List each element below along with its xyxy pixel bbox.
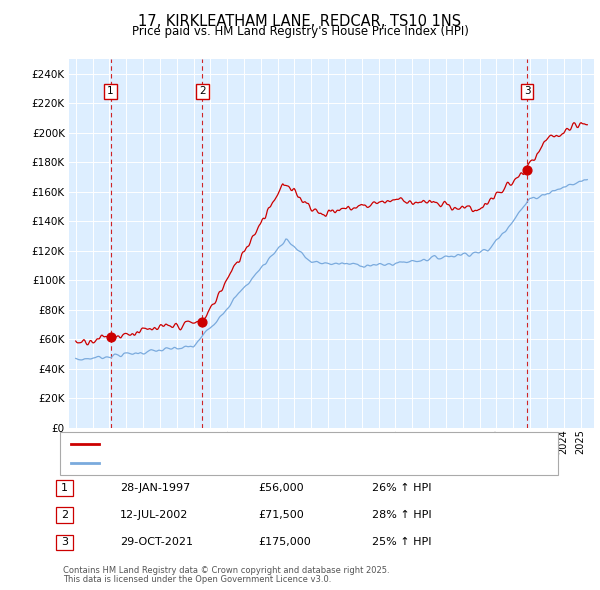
Text: 25% ↑ HPI: 25% ↑ HPI [372, 537, 431, 547]
Text: 3: 3 [524, 87, 530, 96]
Text: Price paid vs. HM Land Registry's House Price Index (HPI): Price paid vs. HM Land Registry's House … [131, 25, 469, 38]
Text: 26% ↑ HPI: 26% ↑ HPI [372, 483, 431, 493]
Point [197, 317, 207, 326]
Text: This data is licensed under the Open Government Licence v3.0.: This data is licensed under the Open Gov… [63, 575, 331, 584]
Text: 28-JAN-1997: 28-JAN-1997 [120, 483, 190, 493]
Text: £71,500: £71,500 [258, 510, 304, 520]
Text: 12-JUL-2002: 12-JUL-2002 [120, 510, 188, 520]
Text: 3: 3 [61, 537, 68, 547]
Text: 2: 2 [199, 87, 206, 96]
Text: HPI: Average price, semi-detached house, Redcar and Cleveland: HPI: Average price, semi-detached house,… [104, 458, 425, 468]
Text: 2: 2 [61, 510, 68, 520]
Text: £56,000: £56,000 [258, 483, 304, 493]
Point [106, 332, 115, 341]
Text: 1: 1 [107, 87, 114, 96]
Text: 1: 1 [61, 483, 68, 493]
Text: 17, KIRKLEATHAM LANE, REDCAR, TS10 1NS (semi-detached house): 17, KIRKLEATHAM LANE, REDCAR, TS10 1NS (… [104, 440, 443, 450]
Text: £175,000: £175,000 [258, 537, 311, 547]
Text: 17, KIRKLEATHAM LANE, REDCAR, TS10 1NS: 17, KIRKLEATHAM LANE, REDCAR, TS10 1NS [139, 14, 461, 28]
Text: 29-OCT-2021: 29-OCT-2021 [120, 537, 193, 547]
Text: Contains HM Land Registry data © Crown copyright and database right 2025.: Contains HM Land Registry data © Crown c… [63, 566, 389, 575]
Text: 28% ↑ HPI: 28% ↑ HPI [372, 510, 431, 520]
Point [523, 165, 532, 175]
